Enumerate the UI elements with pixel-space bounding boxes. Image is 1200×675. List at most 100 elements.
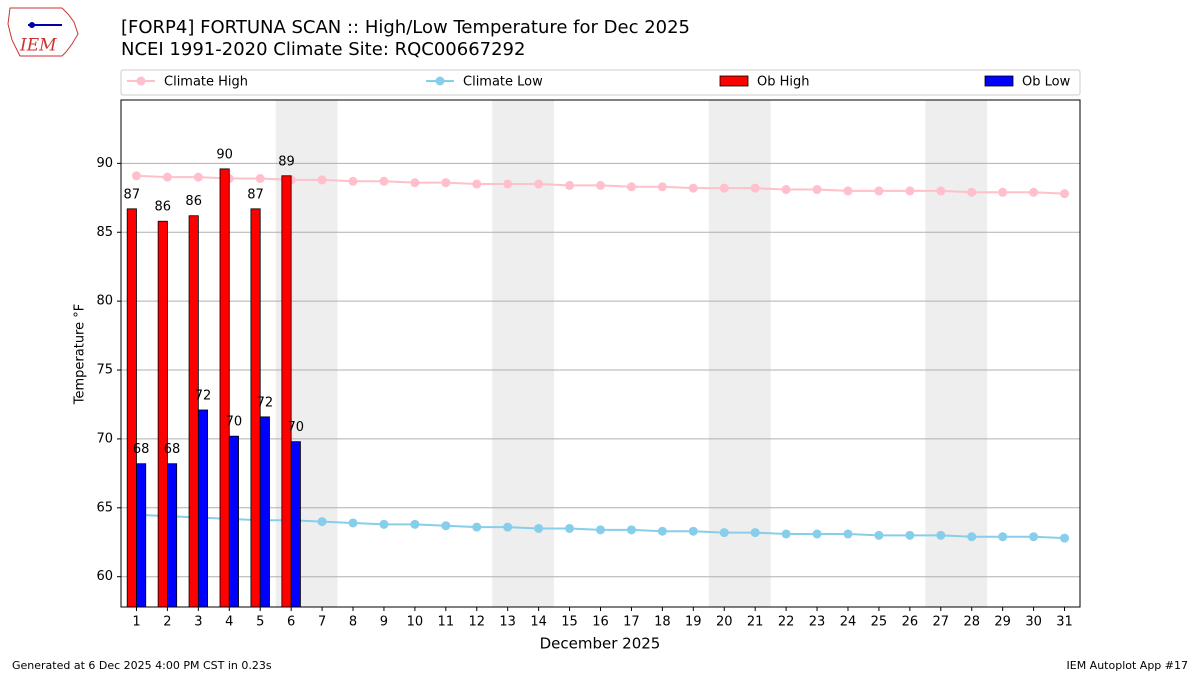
line-marker <box>441 178 451 188</box>
value-label: 70 <box>288 420 305 435</box>
plot-frame <box>120 99 1081 608</box>
weekend-shade <box>708 100 771 607</box>
legend <box>120 69 1081 96</box>
y-tick-label: 75 <box>96 363 113 378</box>
weekend-shade <box>925 100 988 607</box>
line-marker <box>596 180 605 190</box>
x-tick-label: 22 <box>778 615 795 630</box>
bar <box>126 208 137 608</box>
x-tick-label: 25 <box>871 615 888 630</box>
line-marker <box>750 528 760 538</box>
x-tick-label: 8 <box>349 615 357 630</box>
line-marker <box>503 522 513 532</box>
legend-label: Ob Low <box>1022 75 1071 90</box>
x-tick-label: 2 <box>163 615 171 630</box>
x-tick-label: 4 <box>225 615 233 630</box>
value-label: 72 <box>257 395 274 410</box>
line-marker <box>534 179 544 189</box>
x-tick-label: 9 <box>380 615 388 630</box>
bar <box>157 220 168 608</box>
line-marker <box>812 529 822 539</box>
line-marker <box>565 180 575 190</box>
line-marker <box>472 179 482 189</box>
line-marker <box>131 171 141 181</box>
x-tick-label: 26 <box>902 615 919 630</box>
line-marker <box>317 517 327 527</box>
line-marker <box>626 525 636 535</box>
legend-swatch <box>719 75 749 87</box>
line-marker <box>657 526 667 536</box>
y-tick-label: 85 <box>96 225 113 240</box>
bar <box>197 409 209 608</box>
line-marker <box>410 519 420 529</box>
value-label: 90 <box>216 147 233 162</box>
legend-label: Climate Low <box>463 75 543 90</box>
logo: IEM <box>7 7 79 57</box>
line-marker <box>998 187 1008 197</box>
line-marker <box>874 186 884 196</box>
y-tick-label: 90 <box>96 156 113 171</box>
x-tick-label: 24 <box>840 615 857 630</box>
x-tick-label: 7 <box>318 615 326 630</box>
y-tick-label: 80 <box>96 294 113 309</box>
bar <box>219 168 230 608</box>
line-marker <box>812 185 822 195</box>
x-tick-label: 28 <box>963 615 980 630</box>
line-marker <box>657 182 667 192</box>
logo-outline <box>7 7 79 57</box>
value-label: 89 <box>278 154 295 169</box>
line-marker <box>967 187 977 197</box>
line-marker <box>317 175 327 185</box>
line-marker <box>781 529 791 539</box>
x-tick-label: 19 <box>685 615 702 630</box>
legend-label: Ob High <box>757 75 810 90</box>
line-marker <box>936 530 946 540</box>
chart-title: [FORP4] FORTUNA SCAN :: High/Low Tempera… <box>121 17 690 38</box>
bar <box>281 175 292 608</box>
value-label: 86 <box>185 194 202 209</box>
legend-marker <box>435 76 445 86</box>
x-tick-label: 14 <box>530 615 547 630</box>
x-tick-label: 29 <box>994 615 1011 630</box>
y-tick-label: 60 <box>96 569 113 584</box>
value-label: 86 <box>154 200 171 215</box>
line-marker <box>193 172 203 182</box>
line-marker <box>998 532 1008 542</box>
line-marker <box>162 172 172 182</box>
line-marker <box>843 529 853 539</box>
x-tick-label: 10 <box>407 615 424 630</box>
line-marker <box>441 521 451 531</box>
x-axis-label: December 2025 <box>540 635 661 653</box>
line-marker <box>688 183 698 193</box>
value-label: 87 <box>247 187 264 202</box>
legend-marker <box>136 76 146 86</box>
legend-label: Climate High <box>164 75 248 90</box>
x-tick-label: 21 <box>747 615 764 630</box>
line-marker <box>1060 189 1070 199</box>
line-marker <box>719 528 729 538</box>
weekend-shade <box>492 100 555 607</box>
value-label: 72 <box>195 388 212 403</box>
line-marker <box>348 176 358 186</box>
x-tick-label: 12 <box>468 615 485 630</box>
x-tick-label: 1 <box>132 615 140 630</box>
x-tick-label: 6 <box>287 615 295 630</box>
x-tick-label: 20 <box>716 615 733 630</box>
x-tick-label: 3 <box>194 615 202 630</box>
x-tick-label: 16 <box>592 615 609 630</box>
value-label: 87 <box>124 187 141 202</box>
line-marker <box>255 174 265 184</box>
line-marker <box>472 522 482 532</box>
bar <box>188 215 199 608</box>
logo-text: IEM <box>19 36 57 56</box>
line-marker <box>843 186 853 196</box>
line-marker <box>379 519 389 529</box>
line-marker <box>410 178 420 188</box>
line-marker <box>565 523 575 533</box>
line-marker <box>905 186 915 196</box>
line-marker <box>1060 533 1070 543</box>
x-tick-label: 5 <box>256 615 264 630</box>
line-marker <box>626 182 636 192</box>
footer-left: Generated at 6 Dec 2025 4:00 PM CST in 0… <box>12 659 272 672</box>
